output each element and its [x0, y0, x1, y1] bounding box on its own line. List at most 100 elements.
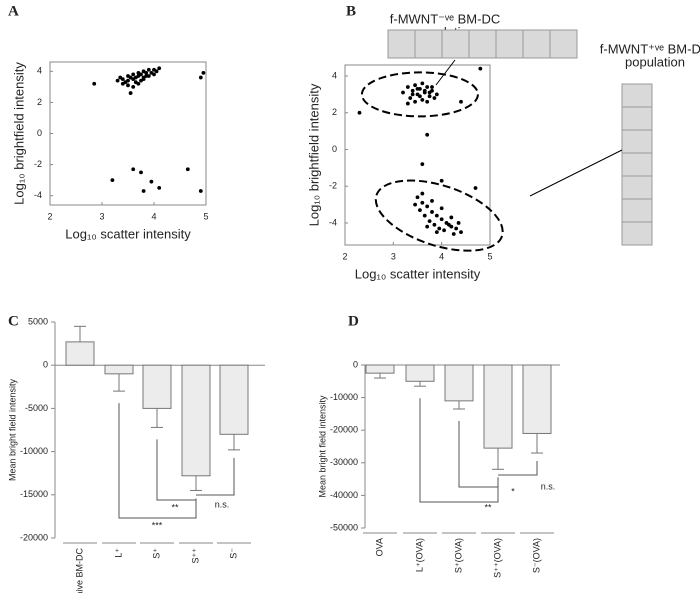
cell-image: [441, 29, 470, 59]
bar: [104, 364, 134, 375]
x-tick-label: S⁺⁺(OVA): [492, 538, 502, 578]
y-tick-label: -10000: [20, 446, 48, 456]
y-tick-label: 5000: [28, 316, 48, 326]
point: [420, 81, 425, 86]
bar: [65, 341, 95, 366]
x-tick-label: 2: [47, 211, 52, 221]
gate: [374, 179, 504, 252]
y-tick-label: -5000: [25, 403, 48, 413]
pointer: [435, 59, 456, 86]
cell-image: [621, 83, 653, 108]
significance-label: **: [171, 502, 179, 512]
significance-label: n.s.: [541, 481, 556, 491]
significance-bracket: [458, 421, 499, 488]
x-tick-label: S⁻: [228, 548, 238, 559]
cell-image: [387, 29, 416, 59]
point: [152, 72, 156, 77]
x-tick-label: S⁺: [151, 548, 161, 559]
point: [144, 74, 149, 78]
cell-image: [495, 29, 524, 59]
x-tick-label: S⁺⁺: [190, 548, 200, 564]
y-tick-label: 2: [37, 97, 42, 107]
point: [120, 77, 125, 81]
point: [430, 85, 434, 89]
significance-bracket: [419, 398, 499, 503]
x-tick-label: OVA: [374, 538, 384, 556]
point: [432, 222, 437, 227]
point: [201, 70, 206, 75]
y-tick-label: -15000: [20, 489, 48, 499]
point: [437, 226, 442, 231]
y-tick-label: -2: [34, 159, 42, 169]
point: [146, 74, 151, 78]
y-tick-label: 0: [43, 360, 48, 370]
point: [422, 88, 427, 93]
bar: [483, 364, 513, 449]
bar: [405, 364, 435, 382]
cell-image: [621, 198, 653, 223]
point: [357, 110, 362, 115]
panel-letter: C: [8, 313, 19, 329]
point: [405, 85, 410, 89]
significance-label: **: [484, 502, 492, 512]
point: [128, 91, 133, 95]
point: [141, 189, 146, 193]
plot-frame: [344, 64, 491, 246]
significance-label: *: [511, 486, 515, 496]
annotation: f-MWNT⁺ᵛᵉ BM-DC: [600, 41, 700, 56]
x-tick-label: S⁻(OVA): [531, 538, 541, 573]
significance-bracket: [156, 439, 197, 501]
point: [405, 101, 410, 106]
y-tick-label: -20000: [20, 532, 48, 542]
point: [420, 162, 425, 167]
point: [425, 99, 430, 104]
point: [408, 96, 413, 100]
point: [425, 85, 430, 89]
point: [420, 200, 425, 205]
significance-label: n.s.: [215, 499, 230, 509]
x-tick-label: 3: [391, 251, 396, 261]
x-tick-label: S⁺(OVA): [453, 538, 463, 573]
point: [427, 94, 432, 99]
point: [139, 78, 143, 83]
point: [198, 75, 203, 80]
point: [449, 215, 454, 220]
point: [459, 230, 463, 235]
bar: [444, 364, 474, 402]
point: [92, 81, 97, 86]
annotation: f-MWNT⁻ᵛᵉ BM-DC: [390, 11, 500, 26]
x-tick-label: 3: [99, 211, 104, 221]
point: [198, 189, 203, 193]
point: [415, 195, 420, 200]
point: [144, 70, 149, 75]
y-tick-label: 2: [332, 107, 337, 117]
y-axis-label: Log₁₀ brightfield intensity: [306, 83, 321, 226]
cell-image: [549, 29, 578, 59]
significance-label: ***: [152, 520, 163, 530]
y-tick-label: -50000: [330, 522, 358, 532]
point: [454, 226, 459, 231]
x-tick-label: 4: [151, 211, 156, 221]
point: [478, 66, 483, 71]
x-tick-label: 4: [439, 251, 444, 261]
point: [434, 92, 439, 97]
y-tick-label: -4: [329, 217, 337, 227]
cell-image: [621, 175, 653, 200]
point: [451, 232, 456, 236]
cell-image: [522, 29, 551, 59]
point: [434, 213, 439, 218]
point: [413, 202, 417, 207]
point: [185, 167, 190, 172]
point: [133, 80, 138, 85]
cell-image: [621, 129, 653, 154]
point: [131, 84, 136, 89]
x-tick-label: Naive BM-DC: [74, 548, 84, 593]
significance-bracket: [118, 403, 197, 519]
point: [420, 97, 425, 102]
point: [149, 179, 154, 184]
x-tick-label: L⁺(OVA): [414, 538, 424, 572]
point: [139, 72, 143, 77]
y-tick-label: -30000: [330, 457, 358, 467]
y-tick-label: 4: [332, 70, 337, 80]
bar: [365, 364, 395, 374]
